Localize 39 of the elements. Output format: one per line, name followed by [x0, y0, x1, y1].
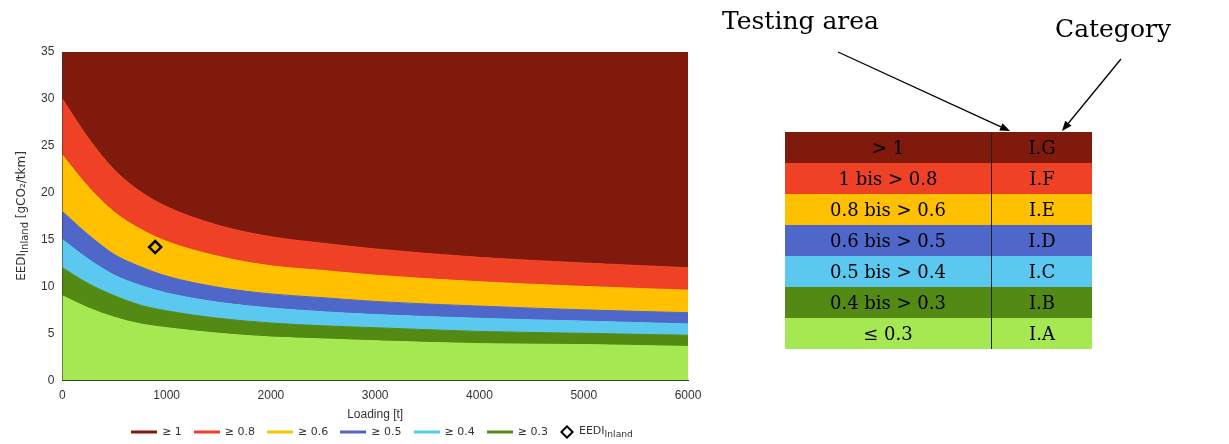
category-label: 1 bis > 0.8	[785, 163, 992, 194]
y-tick-label: 5	[47, 325, 55, 340]
y-tick-label: 35	[40, 44, 55, 59]
x-tick-label: 5000	[570, 387, 598, 402]
legend-label: ≥ 0.8	[224, 425, 256, 439]
x-tick-label: 6000	[674, 387, 702, 402]
category-label: I.B	[1028, 292, 1056, 313]
category-label: I.C	[1028, 261, 1056, 282]
y-tick-label: 25	[40, 138, 55, 153]
legend-label: ≥ 0.4	[444, 425, 475, 439]
y-tick-label: 10	[40, 278, 55, 293]
y-tick-label: 0	[47, 372, 55, 387]
y-tick-label: 20	[40, 184, 55, 199]
legend-label: ≥ 0.3	[517, 425, 548, 439]
x-tick-label: 2000	[257, 387, 285, 402]
legend-label: ≥ 0.5	[371, 425, 402, 439]
x-axis-title: Loading [t]	[347, 407, 404, 422]
category-label: 0.4 bis > 0.3	[785, 287, 992, 318]
category-label: I.G	[1028, 137, 1056, 158]
category-label: ≤ 0.3	[785, 318, 992, 349]
legend-label: ≥ 1	[162, 425, 182, 439]
category-label: I.F	[1029, 168, 1055, 189]
x-tick-label: 1000	[153, 387, 181, 402]
text: Testing area	[722, 6, 880, 35]
x-tick-label: 4000	[466, 387, 494, 402]
category-label: I.D	[1028, 230, 1056, 251]
y-tick-label: 30	[40, 91, 55, 106]
category-label: 0.5 bis > 0.4	[785, 256, 992, 287]
legend-label: ≥ 0.6	[298, 425, 329, 439]
x-tick-label: 0	[59, 387, 66, 402]
x-tick-label: 3000	[361, 387, 389, 402]
category-label: I.A	[1029, 323, 1055, 344]
legend-label: EEDI$_{Inland}$	[578, 424, 633, 440]
category-label: I.E	[1029, 199, 1055, 220]
y-tick-label: 15	[40, 231, 55, 246]
category-label: 0.8 bis > 0.6	[785, 194, 992, 225]
text: Category	[1055, 14, 1172, 43]
category-label: > 1	[785, 132, 992, 163]
category-label: 0.6 bis > 0.5	[785, 225, 992, 256]
